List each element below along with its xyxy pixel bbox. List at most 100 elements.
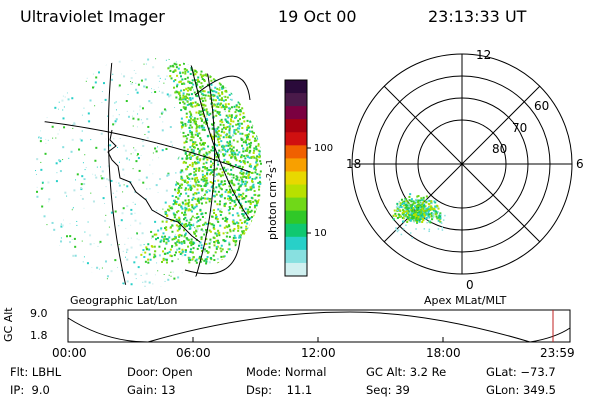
mlat-label-80: 80 <box>492 142 507 156</box>
emission-pixel <box>243 155 246 158</box>
emission-speck <box>102 197 105 200</box>
emission-pixel <box>211 223 214 226</box>
emission-pixel <box>218 88 221 91</box>
emission-speck <box>126 271 129 274</box>
emission-pixel <box>189 250 192 253</box>
emission-pixel <box>206 171 209 174</box>
emission-speck <box>160 112 163 115</box>
emission-pixel <box>182 92 185 95</box>
polar-emission-pixel <box>421 201 424 204</box>
emission-speck <box>164 280 166 282</box>
emission-pixel <box>241 107 244 110</box>
emission-speck <box>169 126 172 129</box>
emission-pixel <box>251 171 254 174</box>
emission-pixel <box>196 188 199 191</box>
emission-pixel <box>163 238 166 241</box>
emission-pixel <box>168 209 171 212</box>
emission-pixel <box>255 139 258 142</box>
emission-pixel <box>240 169 243 172</box>
emission-speck <box>193 69 195 71</box>
emission-pixel <box>217 126 220 129</box>
emission-speck <box>181 222 184 225</box>
polar-emission-pixel <box>413 216 416 219</box>
emission-pixel <box>196 125 199 128</box>
emission-pixel <box>184 152 187 155</box>
emission-speck <box>219 200 222 203</box>
emission-speck <box>126 110 128 112</box>
polar-emission-pixel <box>424 217 427 220</box>
emission-speck <box>205 262 208 265</box>
emission-speck <box>53 75 56 78</box>
emission-pixel <box>237 119 240 122</box>
emission-pixel <box>219 187 222 190</box>
emission-speck <box>113 138 115 140</box>
emission-pixel <box>219 175 222 178</box>
emission-pixel <box>157 229 160 232</box>
emission-pixel <box>221 174 224 177</box>
emission-pixel <box>238 125 241 128</box>
emission-speck <box>135 88 138 91</box>
emission-pixel <box>204 183 207 186</box>
emission-pixel <box>213 244 216 247</box>
emission-pixel <box>195 261 198 264</box>
emission-pixel <box>255 145 258 148</box>
emission-speck <box>48 198 51 201</box>
emission-pixel <box>221 171 224 174</box>
emission-speck <box>217 72 220 75</box>
emission-speck <box>36 102 38 104</box>
colorbar-segment <box>285 80 307 94</box>
emission-speck <box>188 132 191 135</box>
polar-emission-pixel <box>418 219 421 222</box>
emission-pixel <box>182 89 185 92</box>
emission-pixel <box>198 167 201 170</box>
emission-speck <box>201 215 204 218</box>
polar-emission-pixel <box>392 218 395 221</box>
emission-pixel <box>140 253 143 256</box>
emission-pixel <box>251 220 254 223</box>
emission-pixel <box>224 219 227 222</box>
emission-speck <box>132 201 134 203</box>
emission-speck <box>194 217 196 219</box>
emission-pixel <box>166 208 169 211</box>
emission-pixel <box>228 154 231 157</box>
emission-pixel <box>203 126 206 129</box>
polar-emission-pixel <box>403 215 406 218</box>
emission-pixel <box>246 154 249 157</box>
polar-emission-speck <box>444 214 446 217</box>
emission-pixel <box>206 158 209 161</box>
emission-pixel <box>187 80 190 83</box>
emission-pixel <box>180 242 183 245</box>
emission-pixel <box>212 93 215 96</box>
emission-pixel <box>229 207 232 210</box>
emission-speck <box>204 230 207 233</box>
emission-pixel <box>205 117 208 120</box>
polar-emission-pixel <box>421 221 424 224</box>
emission-pixel <box>239 219 242 222</box>
colorbar-segment <box>285 145 307 159</box>
emission-pixel <box>192 184 195 187</box>
emission-pixel <box>238 185 241 188</box>
emission-pixel <box>164 227 167 230</box>
emission-pixel <box>199 90 202 93</box>
polar-emission-speck <box>415 228 417 230</box>
emission-pixel <box>220 106 223 109</box>
emission-speck <box>68 70 70 72</box>
emission-speck <box>110 270 113 273</box>
emission-pixel <box>200 246 203 249</box>
emission-pixel <box>210 186 213 189</box>
emission-pixel <box>201 250 204 253</box>
polar-emission-pixel <box>395 215 398 218</box>
emission-speck <box>85 167 87 169</box>
emission-pixel <box>189 241 192 244</box>
emission-pixel <box>227 160 230 163</box>
emission-pixel <box>185 88 188 91</box>
emission-speck <box>174 233 176 235</box>
emission-pixel <box>192 242 195 245</box>
polar-emission-pixel <box>396 207 399 210</box>
emission-pixel <box>160 239 163 242</box>
polar-emission-pixel <box>430 214 433 217</box>
emission-pixel <box>195 81 198 84</box>
emission-speck <box>46 117 48 119</box>
polar-emission-pixel <box>409 219 412 222</box>
emission-pixel <box>200 185 203 188</box>
